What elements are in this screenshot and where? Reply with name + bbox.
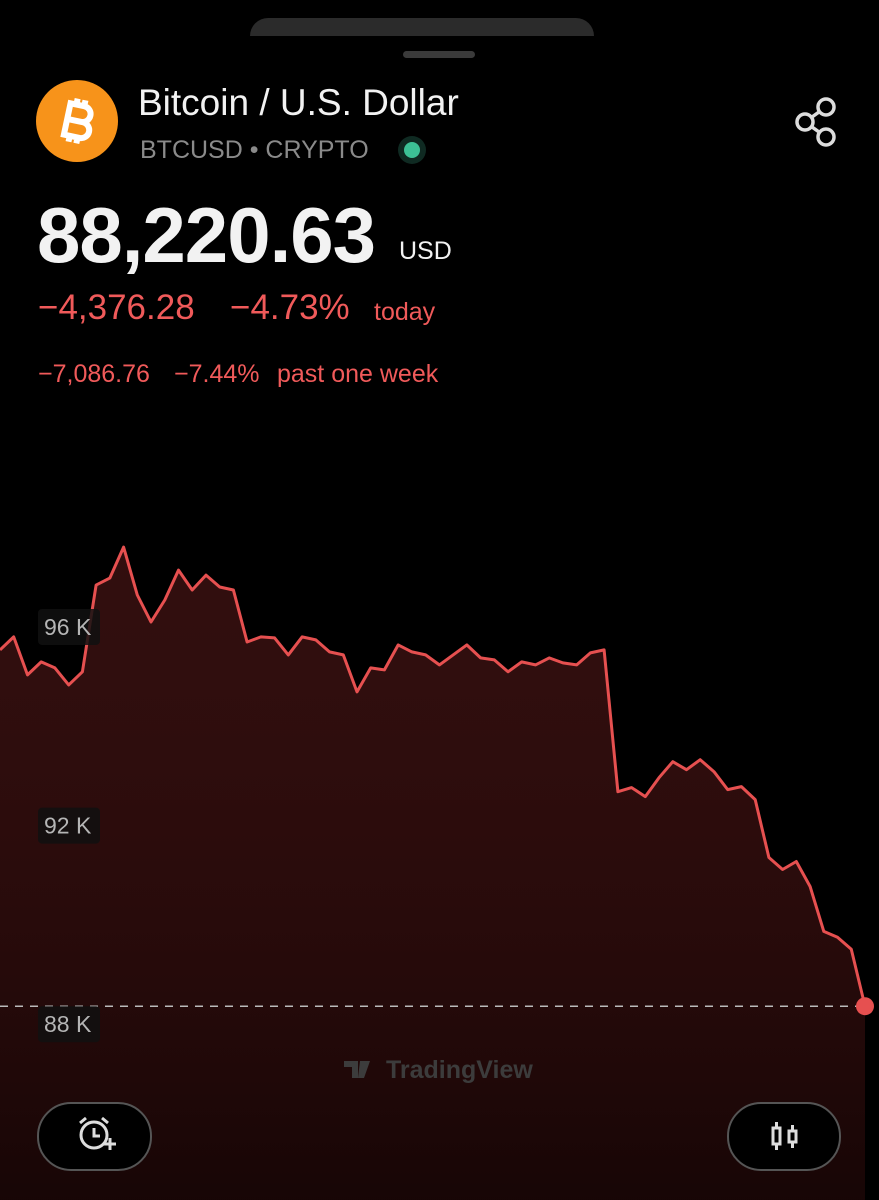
watermark-text: TradingView (386, 1056, 533, 1084)
y-tick-box (38, 608, 100, 645)
y-tick-label: 88 K (44, 1011, 92, 1037)
drag-handle[interactable] (403, 51, 475, 58)
candles-icon (771, 1122, 798, 1150)
y-tick-label: 96 K (44, 614, 92, 640)
currency: USD (399, 237, 452, 265)
change-today: −4,376.28 (38, 288, 195, 327)
today-label: today (374, 298, 436, 326)
change-week: −7,086.76 (38, 360, 150, 388)
week-label: past one week (277, 360, 439, 388)
y-tick-box (38, 1006, 100, 1043)
price: 88,220.63 (37, 191, 376, 279)
bitcoin-glyph (60, 98, 94, 144)
price-line (0, 545, 867, 1007)
symbol-exchange: BTCUSD • CRYPTO (140, 136, 369, 164)
alert-icon (79, 1116, 116, 1150)
change-today-pct: −4.73% (230, 288, 350, 327)
change-week-pct: −7.44% (174, 360, 260, 388)
status-dot (404, 142, 420, 158)
area (0, 547, 865, 1200)
last-price-dot (856, 997, 874, 1016)
y-tick-box (38, 807, 100, 844)
y-tick-label: 92 K (44, 813, 92, 839)
watermark (344, 1061, 370, 1078)
chart-type-button[interactable] (727, 1102, 841, 1171)
share-icon[interactable] (795, 97, 836, 147)
symbol-title: Bitcoin / U.S. Dollar (138, 82, 459, 123)
